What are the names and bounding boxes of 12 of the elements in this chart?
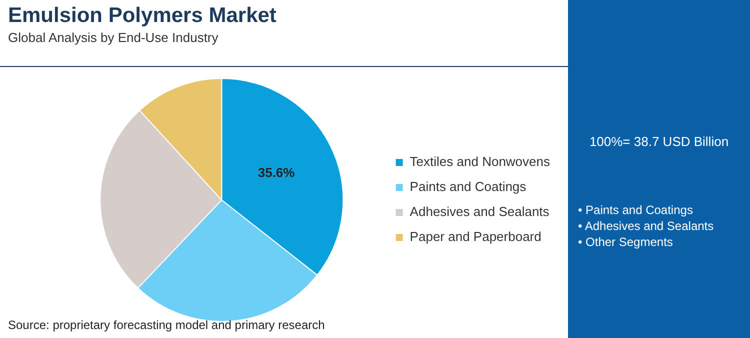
legend-label: Paper and Paperboard xyxy=(410,229,542,244)
legend-label: Textiles and Nonwovens xyxy=(410,154,550,170)
legend-label: Adhesives and Sealants xyxy=(410,204,550,220)
text: 100%= 38.7 USD Billion xyxy=(588,134,730,149)
source-note: Source: proprietary forecasting model and primary research xyxy=(8,318,325,332)
data-label: 35.6% xyxy=(258,165,296,180)
text: • Adhesives and Sealants xyxy=(578,218,714,234)
chart-subtitle: Global Analysis by End-Use Industry xyxy=(8,30,218,45)
chart-title: Emulsion Polymers Market xyxy=(8,4,276,28)
text: • Paints and Coatings xyxy=(578,202,694,218)
text: • Other Segments xyxy=(578,234,674,250)
legend-label: Paints and Coatings xyxy=(410,179,527,194)
